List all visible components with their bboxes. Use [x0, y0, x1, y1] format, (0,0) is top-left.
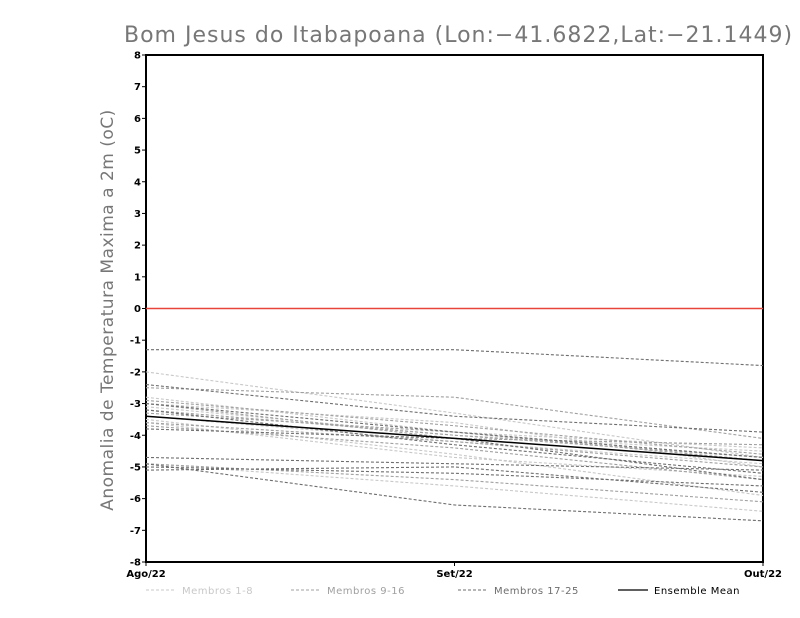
- x-axis-ticks: Ago/22 Set/22 Out/22: [126, 562, 782, 580]
- series-line-member: [145, 387, 764, 439]
- chart-title: Bom Jesus do Itabapoana (Lon:−41.6822,La…: [124, 23, 793, 48]
- legend-label: Membros 17-25: [494, 586, 579, 597]
- series-line-member: [145, 406, 764, 452]
- series-line-member: [145, 415, 764, 465]
- y-tick-label: 3: [134, 209, 141, 220]
- y-tick-label: 4: [134, 177, 141, 188]
- series-line-member: [145, 384, 764, 433]
- series-line-member: [145, 463, 764, 522]
- y-axis-label: Anomalia de Temperatura Maxima a 2m (oC): [98, 109, 118, 511]
- series-line-member: [146, 349, 764, 367]
- series-line-member: [145, 425, 764, 481]
- series-layer: [145, 349, 764, 522]
- series-line-member: [145, 371, 764, 458]
- y-tick-label: 2: [134, 241, 141, 252]
- y-tick-label: -2: [130, 367, 141, 378]
- series-line-member: [145, 412, 764, 462]
- y-tick-label: -7: [130, 526, 141, 537]
- series-line-member: [145, 409, 764, 474]
- y-tick-label: 0: [134, 304, 141, 315]
- y-tick-label: -3: [130, 399, 141, 410]
- series-line-member: [145, 418, 764, 497]
- series-line-member: [145, 403, 764, 468]
- y-tick-label: -4: [130, 431, 141, 442]
- y-tick-label: 5: [134, 146, 141, 157]
- y-tick-label: -5: [130, 462, 141, 473]
- legend-label: Membros 9-16: [327, 586, 405, 597]
- y-tick-label: -1: [130, 336, 141, 347]
- series-line-member: [145, 409, 764, 458]
- series-line-member: [145, 403, 764, 458]
- y-tick-label: -6: [130, 494, 141, 505]
- y-tick-label: 6: [134, 114, 141, 125]
- y-tick-label: 7: [134, 82, 141, 93]
- y-tick-label: 8: [134, 51, 141, 62]
- series-line-member: [145, 466, 764, 487]
- series-line-member: [145, 422, 764, 468]
- x-tick-label: Set/22: [436, 569, 472, 580]
- y-tick-label: -8: [130, 558, 141, 569]
- x-tick-label: Out/22: [744, 569, 782, 580]
- legend-label: Membros 1-8: [182, 586, 253, 597]
- legend: Membros 1-8 Membros 9-16 Membros 17-25 Ense…: [146, 586, 740, 597]
- y-axis-ticks: 8 7 6 5 4 3 2 1 0 -1 -2 -3 -4 -5 -6 -7 -8: [130, 51, 146, 569]
- legend-label: Ensemble Mean: [654, 586, 740, 597]
- series-line-member: [145, 428, 764, 481]
- series-line-ensemble-mean: [145, 415, 764, 462]
- x-tick-label: Ago/22: [126, 569, 165, 580]
- series-line-member: [145, 399, 764, 455]
- series-line-member: [145, 456, 764, 471]
- series-line-member: [145, 422, 764, 477]
- plot-area: [145, 54, 764, 563]
- series-line-member: [145, 463, 764, 512]
- y-tick-label: 1: [134, 272, 141, 283]
